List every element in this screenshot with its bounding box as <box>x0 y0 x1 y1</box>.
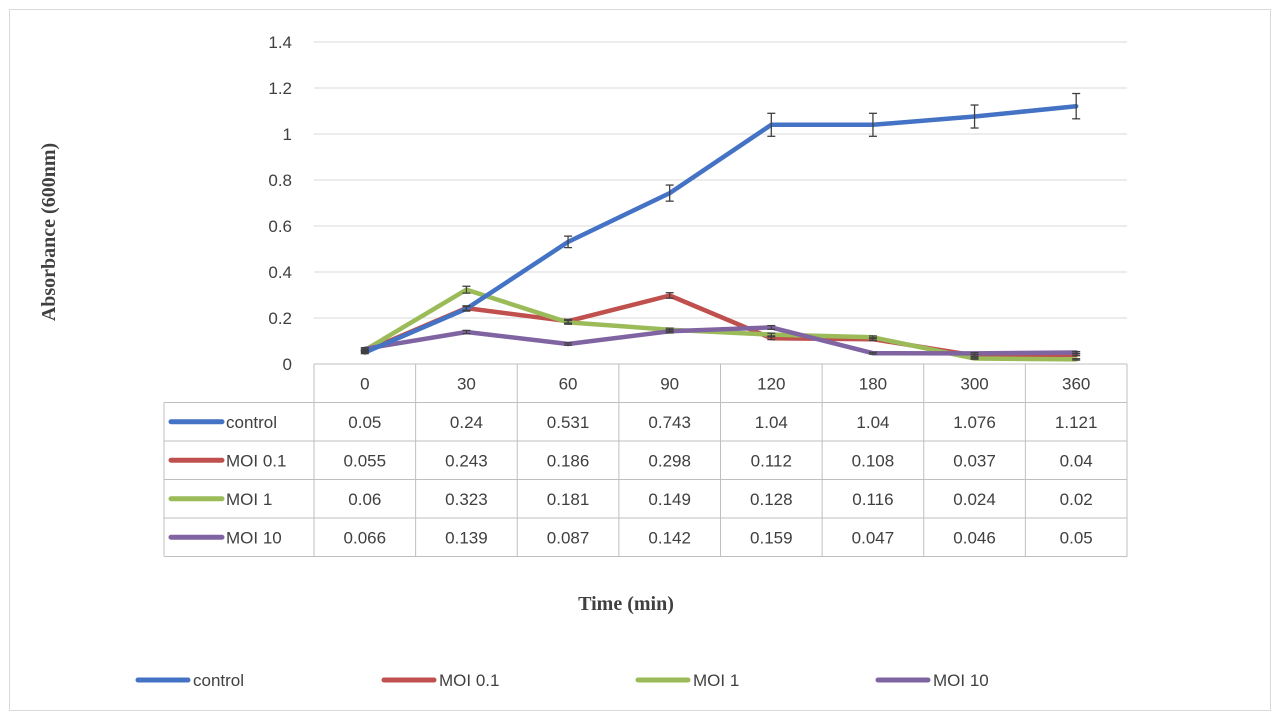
y-tick-label: 1.4 <box>268 33 292 52</box>
data-label: 0.02 <box>1060 490 1093 509</box>
series-line-moi-10 <box>362 325 1079 356</box>
data-label: 0.06 <box>348 490 381 509</box>
error-bar <box>767 332 776 337</box>
x-tick-label: 180 <box>859 374 887 393</box>
x-axis-title: Time (min) <box>578 593 674 615</box>
data-label: 0.037 <box>953 451 996 470</box>
x-tick-label: 60 <box>559 374 578 393</box>
error-bar <box>868 335 877 340</box>
error-bar <box>665 329 674 334</box>
data-label: 0.149 <box>648 490 691 509</box>
data-label: 0.055 <box>344 451 387 470</box>
data-label: 0.066 <box>344 528 387 547</box>
series-line-moi-1 <box>362 287 1079 362</box>
table-series-name: MOI 1 <box>226 490 272 509</box>
y-axis-title: Absorbance (600nm) <box>38 143 60 321</box>
data-label: 0.04 <box>1060 451 1093 470</box>
data-label: 0.139 <box>445 528 488 547</box>
legend-item: control <box>135 671 244 690</box>
data-label: 0.046 <box>953 528 996 547</box>
y-axis-ticks: 0 0.2 0.4 0.6 0.8 1 1.2 1.4 <box>268 33 292 374</box>
error-bar <box>360 347 369 351</box>
data-label: 0.24 <box>450 413 483 432</box>
data-label: 0.743 <box>648 413 691 432</box>
data-label: 0.128 <box>750 490 793 509</box>
table-series-name: MOI 10 <box>226 528 282 547</box>
y-tick-label: 0.6 <box>268 217 292 236</box>
x-tick-label: 0 <box>360 374 369 393</box>
x-tick-label: 120 <box>757 374 785 393</box>
x-tick-label: 300 <box>960 374 988 393</box>
error-bar <box>868 112 877 137</box>
error-bar <box>665 292 674 299</box>
data-table: 0 30 60 90 120 180 300 360 control 0.05 0.24 0.531 0… <box>163 363 1128 557</box>
error-bar <box>767 112 776 137</box>
error-bar <box>970 351 979 355</box>
series-line-control <box>362 103 1079 355</box>
error-bar <box>564 342 573 346</box>
data-label: 0.108 <box>852 451 895 470</box>
data-label: 1.121 <box>1055 413 1098 432</box>
legend-item: MOI 0.1 <box>381 671 499 690</box>
error-bar <box>868 351 877 355</box>
data-label: 0.05 <box>348 413 381 432</box>
error-bar <box>970 357 979 360</box>
data-label: 0.024 <box>953 490 996 509</box>
y-tick-label: 0.8 <box>268 171 292 190</box>
x-tick-label: 90 <box>660 374 679 393</box>
data-label: 0.05 <box>1060 528 1093 547</box>
error-bar <box>564 235 573 249</box>
data-label: 0.243 <box>445 451 488 470</box>
data-label: 0.531 <box>547 413 590 432</box>
error-bar <box>462 285 471 294</box>
data-label: 0.186 <box>547 451 590 470</box>
error-bar <box>767 336 776 341</box>
legend: control MOI 0.1 MOI 1 MOI 10 <box>135 671 989 690</box>
data-label: 1.076 <box>953 413 996 432</box>
legend-label: MOI 1 <box>693 671 739 690</box>
data-label: 0.047 <box>852 528 895 547</box>
data-label: 0.159 <box>750 528 793 547</box>
y-tick-label: 0.4 <box>268 263 292 282</box>
error-bar <box>1072 92 1081 120</box>
y-tick-label: 1 <box>283 125 292 144</box>
legend-label: control <box>193 671 244 690</box>
error-bar <box>970 104 979 129</box>
chart-frame <box>9 9 1271 711</box>
legend-label: MOI 0.1 <box>439 671 499 690</box>
error-bar <box>462 329 471 335</box>
x-tick-label: 30 <box>457 374 476 393</box>
error-bars <box>360 92 1081 361</box>
y-tick-label: 0 <box>283 355 292 374</box>
error-bar <box>1072 350 1081 355</box>
error-bar <box>767 324 776 330</box>
data-label: 0.181 <box>547 490 590 509</box>
y-tick-label: 1.2 <box>268 79 292 98</box>
data-label: 0.298 <box>648 451 691 470</box>
x-tick-label: 360 <box>1062 374 1090 393</box>
table-series-name: control <box>226 413 277 432</box>
data-label: 0.323 <box>445 490 488 509</box>
y-tick-label: 0.2 <box>268 309 292 328</box>
gridlines <box>314 41 1127 319</box>
legend-label: MOI 10 <box>933 671 989 690</box>
table-series-name: MOI 0.1 <box>226 451 286 470</box>
error-bar <box>564 319 573 325</box>
data-label: 1.04 <box>755 413 788 432</box>
error-bar <box>665 184 674 202</box>
data-label: 0.112 <box>751 451 792 470</box>
data-label: 0.116 <box>852 490 893 509</box>
legend-item: MOI 1 <box>635 671 739 690</box>
legend-item: MOI 10 <box>875 671 989 690</box>
error-bar <box>462 305 471 312</box>
series-lines <box>362 103 1079 362</box>
data-label: 0.142 <box>648 528 691 547</box>
data-label: 0.087 <box>547 528 590 547</box>
error-bar <box>1072 358 1081 361</box>
data-label: 1.04 <box>856 413 889 432</box>
